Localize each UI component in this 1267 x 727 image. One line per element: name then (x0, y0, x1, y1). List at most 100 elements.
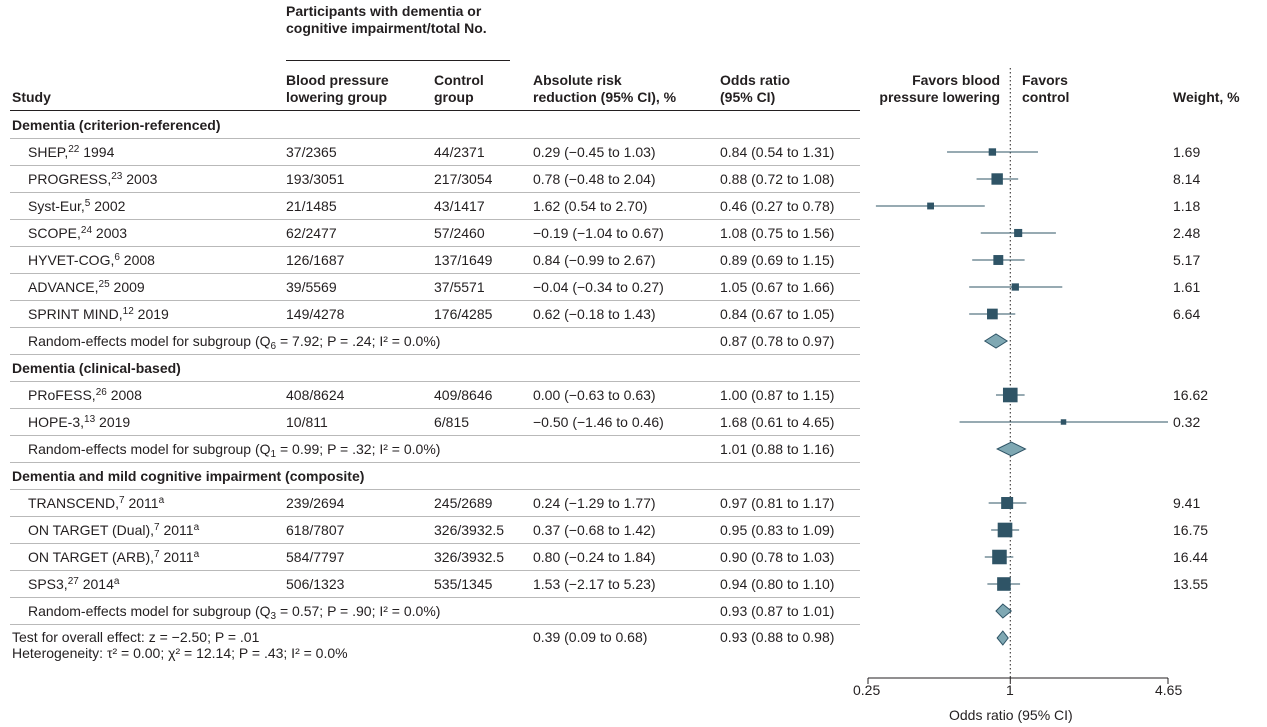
or-header-line1: Odds ratio (720, 72, 791, 88)
or-cell: 0.88 (0.72 to 1.08) (720, 171, 835, 187)
subgroup-model-label: Random-effects model for subgroup (Q6 = … (28, 332, 441, 352)
or-cell: 1.68 (0.61 to 4.65) (720, 414, 835, 430)
reference-number: 12 (122, 306, 134, 317)
study-marker (927, 202, 934, 210)
weight-cell: 0.32 (1173, 414, 1201, 430)
arr-cell: −0.04 (−0.34 to 0.27) (533, 279, 664, 295)
favors-control-line1: Favors (1022, 72, 1068, 88)
weight-cell: 16.62 (1173, 387, 1209, 403)
overall-or-cell: 0.93 (0.88 to 0.98) (720, 629, 835, 645)
row-divider (10, 219, 860, 220)
subgroup-diamond (995, 603, 1013, 619)
group-heading: Dementia (criterion-referenced) (12, 117, 221, 133)
reference-number: 25 (98, 279, 110, 290)
control-group-header-line1: Control (434, 72, 484, 88)
row-divider (10, 516, 860, 517)
heterogeneity-text: Heterogeneity: τ² = 0.00; χ² = 12.14; P … (12, 645, 348, 661)
bp-group-cell: 149/4278 (286, 306, 345, 322)
study-marker (991, 173, 1003, 185)
control-group-cell: 245/2689 (434, 495, 493, 511)
control-group-header-line2: group (434, 89, 474, 105)
q-subscript: 6 (270, 341, 277, 352)
control-group-cell: 137/1649 (434, 252, 493, 268)
arr-header: Absolute risk reduction (95% CI), % (533, 72, 676, 106)
bp-group-cell: 408/8624 (286, 387, 345, 403)
bp-group-header: Blood pressure lowering group (286, 72, 389, 106)
arr-header-line2: reduction (95% CI), % (533, 89, 677, 105)
participants-header-line2: cognitive impairment/total No. (286, 20, 487, 36)
study-marker (988, 148, 997, 156)
axis-tick-label-max: 4.65 (1155, 682, 1183, 698)
axis-tick-label-min: 0.25 (853, 682, 881, 698)
bp-group-cell: 618/7807 (286, 522, 345, 538)
weight-cell: 8.14 (1173, 171, 1201, 187)
or-cell: 0.95 (0.83 to 1.09) (720, 522, 835, 538)
study-year: 2014 (78, 576, 114, 592)
participants-header-rule (286, 60, 510, 61)
subgroup-or-cell: 0.93 (0.87 to 1.01) (720, 603, 835, 619)
study-name: TRANSCEND,7 2011a (28, 494, 164, 512)
reference-number: 23 (111, 171, 123, 182)
row-divider (10, 435, 860, 436)
participants-group-header: Participants with dementia or cognitive … (286, 3, 487, 37)
study-marker (1002, 387, 1018, 403)
reference-number: 6 (114, 252, 120, 263)
or-cell: 0.84 (0.54 to 1.31) (720, 144, 835, 160)
control-group-cell: 6/815 (434, 414, 470, 430)
study-marker (1060, 419, 1067, 425)
bp-group-cell: 39/5569 (286, 279, 337, 295)
study-year: 2009 (109, 279, 145, 295)
subgroup-stats: = 0.99; P = .32; I² = 0.0%) (276, 441, 441, 457)
row-divider (10, 327, 860, 328)
arr-cell: 0.84 (−0.99 to 2.67) (533, 252, 656, 268)
study-name: Syst-Eur,5 2002 (28, 197, 125, 215)
weight-cell: 9.41 (1173, 495, 1201, 511)
bp-group-cell: 506/1323 (286, 576, 345, 592)
control-group-cell: 43/1417 (434, 198, 485, 214)
weight-cell: 5.17 (1173, 252, 1201, 268)
study-marker (987, 308, 998, 320)
arr-cell: 0.78 (−0.48 to 2.04) (533, 171, 656, 187)
favors-bp-line2: pressure lowering (879, 89, 1000, 105)
row-divider (10, 138, 860, 139)
weight-cell: 1.18 (1173, 198, 1201, 214)
or-cell: 1.00 (0.87 to 1.15) (720, 387, 835, 403)
row-divider (10, 489, 860, 490)
row-divider (10, 165, 860, 166)
arr-cell: −0.19 (−1.04 to 0.67) (533, 225, 664, 241)
header-rule (10, 110, 860, 111)
study-name: HYVET-COG,6 2008 (28, 251, 155, 269)
subgroup-model-text: Random-effects model for subgroup (Q (28, 333, 271, 349)
subgroup-stats: = 7.92; P = .24; I² = 0.0%) (276, 333, 441, 349)
subgroup-or-cell: 0.87 (0.78 to 0.97) (720, 333, 835, 349)
control-group-cell: 326/3932.5 (434, 522, 505, 538)
row-divider (10, 408, 860, 409)
bp-group-cell: 584/7797 (286, 549, 345, 565)
control-group-cell: 409/8646 (434, 387, 493, 403)
study-label: SHEP, (28, 144, 69, 160)
or-cell: 0.90 (0.78 to 1.03) (720, 549, 835, 565)
bp-group-header-line1: Blood pressure (286, 72, 389, 88)
control-group-cell: 326/3932.5 (434, 549, 505, 565)
study-name: PROGRESS,23 2003 (28, 170, 157, 188)
weight-cell: 6.64 (1173, 306, 1201, 322)
study-year: 1994 (79, 144, 115, 160)
reference-number: 7 (119, 495, 125, 506)
or-cell: 0.46 (0.27 to 0.78) (720, 198, 835, 214)
or-cell: 0.97 (0.81 to 1.17) (720, 495, 835, 511)
reference-number: 27 (67, 576, 79, 587)
arr-cell: 0.80 (−0.24 to 1.84) (533, 549, 656, 565)
study-marker (997, 577, 1011, 591)
x-axis-label: Odds ratio (95% CI) (949, 707, 1073, 723)
row-divider (10, 273, 860, 274)
study-name: ADVANCE,25 2009 (28, 278, 145, 296)
study-marker (1011, 283, 1019, 291)
overall-effect-label: Test for overall effect: z = −2.50; P = … (12, 629, 260, 645)
row-divider (10, 354, 860, 355)
subgroup-diamond (983, 333, 1009, 349)
study-label: ON TARGET (Dual), (28, 522, 155, 538)
study-year: 2019 (133, 306, 169, 322)
or-header: Odds ratio (95% CI) (720, 72, 790, 106)
bp-group-cell: 193/3051 (286, 171, 345, 187)
